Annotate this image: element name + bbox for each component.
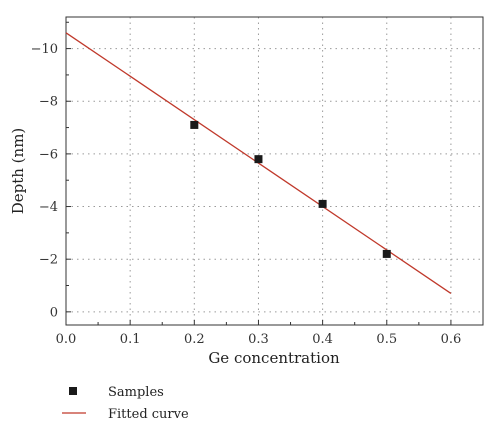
x-tick-label: 0.1 — [120, 332, 141, 347]
sample-point — [318, 199, 327, 208]
x-tick-label: 0.4 — [312, 332, 333, 347]
samples-series — [190, 120, 391, 258]
x-tick-label: 0.6 — [441, 332, 462, 347]
sample-point — [190, 120, 199, 129]
y-tick-label: −6 — [39, 147, 58, 162]
y-tick-label: −8 — [39, 95, 58, 110]
legend: Samples Fitted curve — [62, 385, 189, 422]
legend-fitted-curve-label: Fitted curve — [108, 407, 189, 422]
plot-frame — [65, 16, 484, 326]
grid — [66, 17, 483, 325]
y-tick-label: −4 — [39, 200, 58, 215]
y-tick-label: −10 — [31, 42, 58, 57]
plot-area — [66, 17, 483, 325]
x-tick-label: 0.2 — [184, 332, 205, 347]
legend-samples-marker — [69, 387, 77, 395]
y-tick-label: 0 — [50, 305, 58, 320]
y-axis-title: Depth (nm) — [9, 128, 27, 215]
legend-samples-label: Samples — [108, 385, 164, 400]
x-tick-label: 0.0 — [56, 332, 77, 347]
x-axis-title: Ge concentration — [208, 349, 340, 367]
axes: 0.0 0.1 0.2 0.3 0.4 0.5 0.6 0 −2 −4 −6 −8 −10 — [31, 16, 484, 347]
x-tick-label: 0.5 — [376, 332, 397, 347]
sample-point — [254, 155, 263, 164]
x-tick-label: 0.3 — [248, 332, 269, 347]
y-tick-label: −2 — [39, 253, 58, 268]
sample-point — [382, 249, 391, 258]
